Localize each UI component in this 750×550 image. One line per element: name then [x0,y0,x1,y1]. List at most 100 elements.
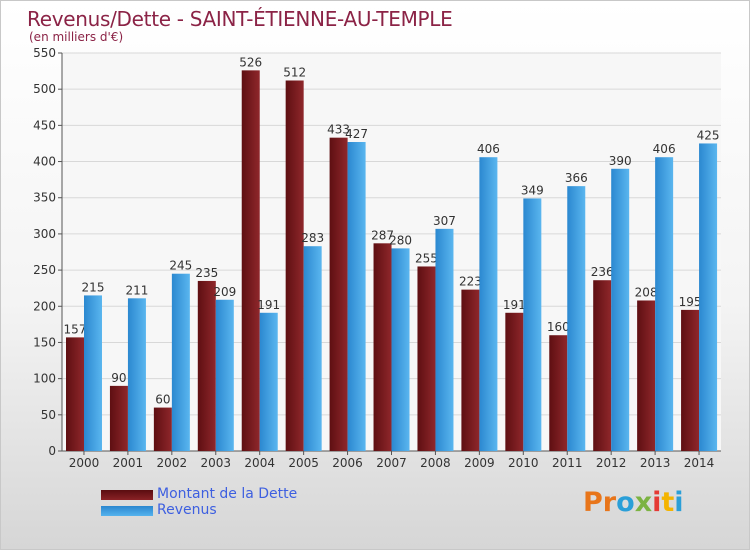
x-tick-label: 2007 [376,456,407,470]
data-label-revenus: 280 [389,233,412,247]
y-tick-label: 50 [41,408,56,422]
bar-dette [241,70,260,451]
y-tick-label: 400 [33,155,56,169]
bar-revenus [567,186,586,451]
logo-letter: i [652,487,662,518]
bar-revenus [347,142,366,452]
chart-title: Revenus/Dette - SAINT-ÉTIENNE-AU-TEMPLE [27,7,453,31]
bar-dette [109,385,128,451]
bar-revenus [303,246,322,451]
data-label-revenus: 366 [565,171,588,185]
y-tick-label: 450 [33,118,56,132]
bar-dette [197,280,216,451]
x-tick-label: 2003 [200,456,231,470]
legend-swatch-revenus [101,506,153,516]
data-label-dette: 235 [195,266,218,280]
data-label-dette: 236 [591,265,614,279]
data-label-revenus: 215 [82,280,105,294]
logo-letter: x [634,487,653,518]
x-tick-label: 2009 [464,456,495,470]
bar-dette [593,280,612,451]
bar-dette [461,289,480,451]
x-tick-label: 2004 [244,456,275,470]
logo-letter: t [661,487,675,518]
x-tick-label: 2013 [640,456,671,470]
data-label-dette: 90 [111,371,126,385]
data-label-dette: 287 [371,228,394,242]
y-tick-label: 500 [33,82,56,96]
data-label-revenus: 283 [301,231,324,245]
x-tick-label: 2006 [332,456,363,470]
bar-dette [505,312,524,451]
bar-dette [373,243,392,451]
bar-dette [285,80,304,452]
x-tick-label: 2011 [552,456,583,470]
bar-revenus [171,273,190,451]
x-tick-label: 2012 [596,456,627,470]
data-label-dette: 223 [459,275,482,289]
chart-subtitle: (en milliers d'€) [29,30,124,44]
data-label-dette: 157 [64,322,87,336]
legend-swatch-dette [101,490,153,500]
logo-letter: i [674,487,684,518]
data-label-dette: 195 [679,295,702,309]
data-label-revenus: 425 [697,128,720,142]
data-label-revenus: 406 [653,142,676,156]
bar-dette [153,407,172,451]
data-label-dette: 526 [239,55,262,69]
bar-revenus [611,168,630,452]
x-tick-label: 2005 [288,456,319,470]
data-label-revenus: 307 [433,214,456,228]
data-label-dette: 60 [155,393,170,407]
bar-revenus [259,312,278,451]
bar-revenus [523,198,542,451]
y-tick-label: 300 [33,227,56,241]
data-label-revenus: 209 [213,285,236,299]
data-label-dette: 208 [635,285,658,299]
x-tick-label: 2010 [508,456,539,470]
bar-dette [681,309,700,451]
data-label-revenus: 406 [477,142,500,156]
y-tick-label: 100 [33,372,56,386]
data-label-dette: 191 [503,298,526,312]
bar-revenus [435,228,454,451]
bar-dette [417,266,436,451]
y-tick-label: 550 [33,46,56,60]
legend-label-revenus: Revenus [157,502,217,518]
x-tick-label: 2001 [113,456,144,470]
data-label-revenus: 390 [609,154,632,168]
proxiti-logo: Proxiti [583,487,684,518]
data-label-dette: 160 [547,320,570,334]
logo-letter: P [583,487,603,518]
data-label-revenus: 427 [345,127,368,141]
data-label-dette: 512 [283,65,306,79]
x-tick-label: 2002 [157,456,188,470]
data-label-revenus: 349 [521,183,544,197]
data-label-revenus: 191 [257,298,280,312]
y-tick-label: 0 [48,444,56,458]
bar-dette [329,137,348,451]
bar-revenus [127,298,146,451]
x-tick-label: 2008 [420,456,451,470]
bar-revenus [699,143,718,452]
bar-revenus [84,295,102,451]
y-tick-label: 350 [33,191,56,205]
logo-letter: r [602,487,617,518]
bar-revenus [479,157,498,451]
bar-revenus [215,299,234,451]
data-label-revenus: 245 [169,259,192,273]
x-tick-label: 2014 [684,456,715,470]
bar-dette [549,335,568,451]
y-tick-label: 200 [33,299,56,313]
bar-dette [66,337,84,451]
bar-revenus [391,248,410,451]
data-label-revenus: 211 [125,283,148,297]
legend-label-dette: Montant de la Dette [157,486,298,502]
logo-letter: o [616,487,635,518]
x-tick-label: 2000 [69,456,100,470]
bar-revenus [655,157,674,451]
data-label-dette: 433 [327,123,350,137]
bar-dette [637,300,656,451]
